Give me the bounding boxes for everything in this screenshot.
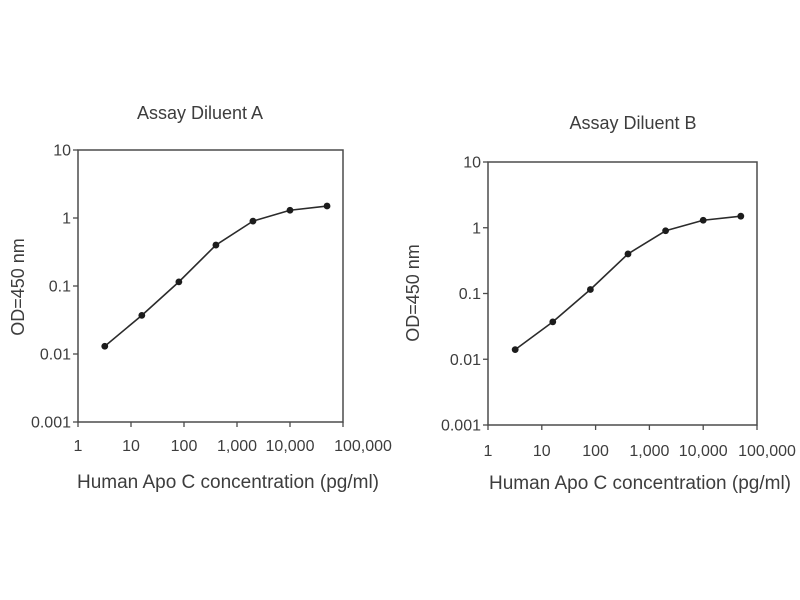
data-point xyxy=(624,250,632,258)
y-axis-title: OD=450 nm xyxy=(403,244,423,342)
y-tick-label: 0.001 xyxy=(31,415,71,432)
x-tick-label: 1 xyxy=(484,443,493,460)
y-tick-label: 0.01 xyxy=(450,352,481,369)
data-point xyxy=(699,216,707,224)
plot-area: 1 10 100 1,000 10,000 100,000 0.001 0.01 0.1 1 10 xyxy=(441,155,796,461)
x-tick-label: 100,000 xyxy=(738,443,796,460)
data-point xyxy=(286,206,294,214)
plot-frame xyxy=(77,149,344,423)
y-tick-label: 0.01 xyxy=(40,347,71,364)
data-point xyxy=(549,318,557,326)
plot-frame xyxy=(487,161,758,426)
y-tick-label: 1 xyxy=(472,220,481,237)
data-point xyxy=(101,342,109,350)
chart-assay-diluent-b: Assay Diluent B Human Apo C concentratio… xyxy=(403,113,796,494)
standard-curve-line xyxy=(514,215,741,351)
y-tick-label: 0.1 xyxy=(49,279,71,296)
y-tick-label: 0.1 xyxy=(459,286,481,303)
x-axis-title: Human Apo C concentration (pg/ml) xyxy=(489,473,791,494)
x-tick-label: 10 xyxy=(122,438,140,455)
x-axis-title: Human Apo C concentration (pg/ml) xyxy=(77,472,379,493)
x-tick-label: 100 xyxy=(582,443,609,460)
data-point xyxy=(511,346,519,354)
chart-title: Assay Diluent A xyxy=(137,103,263,123)
plot-area: 1 10 100 1,000 10,000 100,000 0.001 0.01 0.1 1 10 xyxy=(31,143,392,456)
data-point xyxy=(737,212,745,220)
x-tick-label: 10 xyxy=(533,443,551,460)
data-point xyxy=(249,217,257,225)
y-tick-label: 0.001 xyxy=(441,418,481,435)
x-tick-label: 100,000 xyxy=(334,438,392,455)
y-tick-label: 10 xyxy=(53,143,71,160)
x-tick-label: 10,000 xyxy=(679,443,728,460)
y-axis-title: OD=450 nm xyxy=(8,238,28,336)
data-point xyxy=(175,278,183,286)
data-point xyxy=(586,286,594,293)
chart-assay-diluent-a: Assay Diluent A Human Apo C concentratio… xyxy=(8,103,392,493)
x-tick-label: 1 xyxy=(74,438,83,455)
data-point xyxy=(662,227,669,235)
data-point xyxy=(138,311,146,319)
standard-curve-line xyxy=(104,205,328,347)
data-point xyxy=(212,241,220,249)
x-tick-label: 1,000 xyxy=(217,438,257,455)
chart-title: Assay Diluent B xyxy=(569,113,696,133)
data-point xyxy=(323,202,331,210)
x-tick-label: 100 xyxy=(171,438,198,455)
x-tick-label: 1,000 xyxy=(629,443,669,460)
y-tick-label: 1 xyxy=(62,211,71,228)
x-tick-label: 10,000 xyxy=(266,438,315,455)
y-tick-label: 10 xyxy=(463,155,481,172)
